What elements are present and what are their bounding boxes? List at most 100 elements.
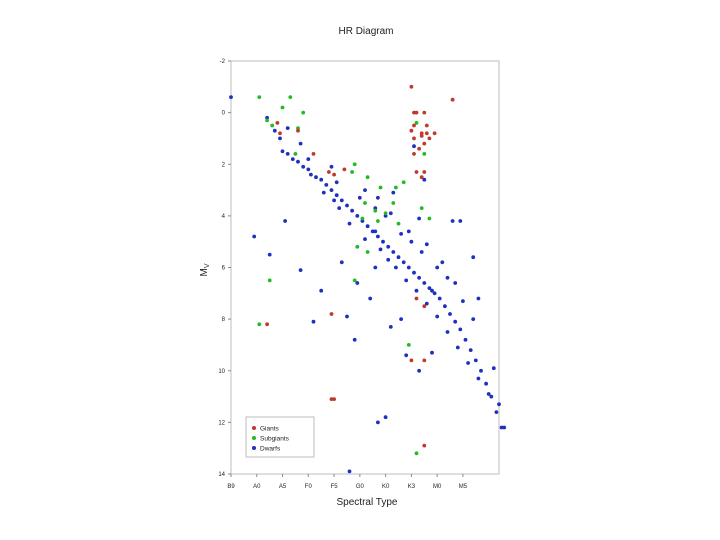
point-dwarfs — [381, 239, 385, 244]
point-dwarfs — [479, 368, 483, 373]
legend-marker-dwarfs — [252, 446, 256, 450]
point-subgiants — [288, 95, 293, 99]
point-dwarfs — [229, 95, 233, 99]
point-dwarfs — [388, 325, 393, 329]
point-giants — [419, 134, 424, 138]
point-dwarfs — [422, 281, 427, 285]
point-giants — [412, 152, 416, 156]
point-dwarfs — [301, 164, 306, 169]
point-dwarfs — [502, 425, 507, 430]
point-subgiants — [422, 152, 427, 156]
legend-label: Dwarfs — [260, 446, 281, 453]
point-dwarfs — [414, 288, 419, 293]
point-dwarfs — [455, 345, 460, 350]
point-dwarfs — [376, 234, 380, 239]
y-axis-label: MV — [199, 263, 211, 276]
point-subgiants — [360, 216, 365, 221]
point-giants — [409, 358, 414, 363]
point-dwarfs — [319, 177, 324, 182]
point-dwarfs — [329, 188, 334, 193]
point-dwarfs — [363, 188, 367, 193]
point-giants — [409, 128, 414, 133]
point-dwarfs — [489, 394, 494, 399]
point-giants — [422, 141, 427, 146]
point-giants — [419, 175, 424, 180]
point-dwarfs — [272, 128, 277, 133]
y-axis-label-main: M — [199, 268, 210, 276]
point-giants — [311, 152, 316, 156]
x-tick-label: F5 — [331, 484, 339, 490]
y-tick-label: 12 — [218, 420, 225, 426]
x-tick-label: M5 — [459, 484, 468, 490]
point-subgiants — [363, 201, 367, 205]
point-dwarfs — [486, 392, 491, 396]
point-dwarfs — [466, 361, 470, 365]
point-dwarfs — [388, 211, 393, 216]
point-giants — [422, 443, 427, 448]
legend-label: Giants — [260, 426, 280, 433]
point-dwarfs — [283, 219, 287, 223]
x-tick-label: A5 — [279, 484, 287, 490]
point-dwarfs — [419, 250, 424, 254]
point-dwarfs — [453, 281, 458, 285]
point-subgiants — [394, 185, 398, 190]
point-dwarfs — [461, 299, 465, 303]
point-dwarfs — [321, 190, 326, 195]
point-subgiants — [378, 185, 383, 190]
y-tick-label: 10 — [218, 369, 225, 375]
point-subgiants — [401, 180, 406, 185]
x-tick-label: K3 — [408, 484, 416, 490]
point-dwarfs — [334, 180, 339, 185]
point-giants — [419, 131, 424, 136]
point-dwarfs — [391, 190, 396, 195]
point-dwarfs — [278, 136, 282, 141]
point-dwarfs — [404, 353, 409, 358]
point-dwarfs — [424, 242, 429, 247]
point-dwarfs — [365, 224, 370, 229]
point-dwarfs — [406, 229, 411, 234]
point-dwarfs — [445, 330, 450, 334]
point-giants — [414, 110, 419, 115]
point-dwarfs — [386, 257, 391, 262]
point-dwarfs — [373, 206, 378, 211]
point-subgiants — [267, 278, 272, 283]
y-tick-label: 4 — [222, 214, 226, 220]
point-dwarfs — [471, 317, 476, 321]
point-dwarfs — [324, 183, 329, 187]
point-subgiants — [419, 206, 424, 211]
point-dwarfs — [339, 260, 344, 265]
point-giants — [278, 131, 282, 136]
point-dwarfs — [383, 214, 388, 218]
point-dwarfs — [476, 376, 481, 381]
point-subgiants — [280, 105, 285, 110]
x-axis-label: Spectral Type — [337, 497, 398, 508]
point-dwarfs — [345, 203, 349, 208]
point-dwarfs — [298, 268, 303, 272]
legend-marker-giants — [252, 426, 256, 430]
point-dwarfs — [437, 296, 442, 301]
x-tick-label: B9 — [227, 484, 235, 490]
point-dwarfs — [370, 229, 375, 234]
point-dwarfs — [435, 314, 440, 319]
point-dwarfs — [334, 193, 339, 198]
point-dwarfs — [368, 296, 373, 301]
point-dwarfs — [406, 265, 411, 270]
point-dwarfs — [468, 348, 473, 352]
y-tick-label: 8 — [222, 317, 226, 323]
point-subgiants — [355, 244, 360, 249]
x-tick-label: F0 — [305, 484, 313, 490]
point-dwarfs — [267, 252, 272, 257]
point-subgiants — [270, 123, 275, 128]
point-subgiants — [365, 175, 370, 180]
point-giants — [409, 84, 414, 89]
point-dwarfs — [376, 195, 380, 200]
point-giants — [422, 110, 427, 115]
point-dwarfs — [440, 260, 445, 265]
point-dwarfs — [329, 164, 334, 169]
point-dwarfs — [417, 275, 421, 280]
point-giants — [450, 97, 455, 102]
point-giants — [265, 322, 269, 327]
point-dwarfs — [309, 172, 313, 177]
y-tick-label: -2 — [220, 59, 226, 65]
point-dwarfs — [484, 381, 488, 386]
